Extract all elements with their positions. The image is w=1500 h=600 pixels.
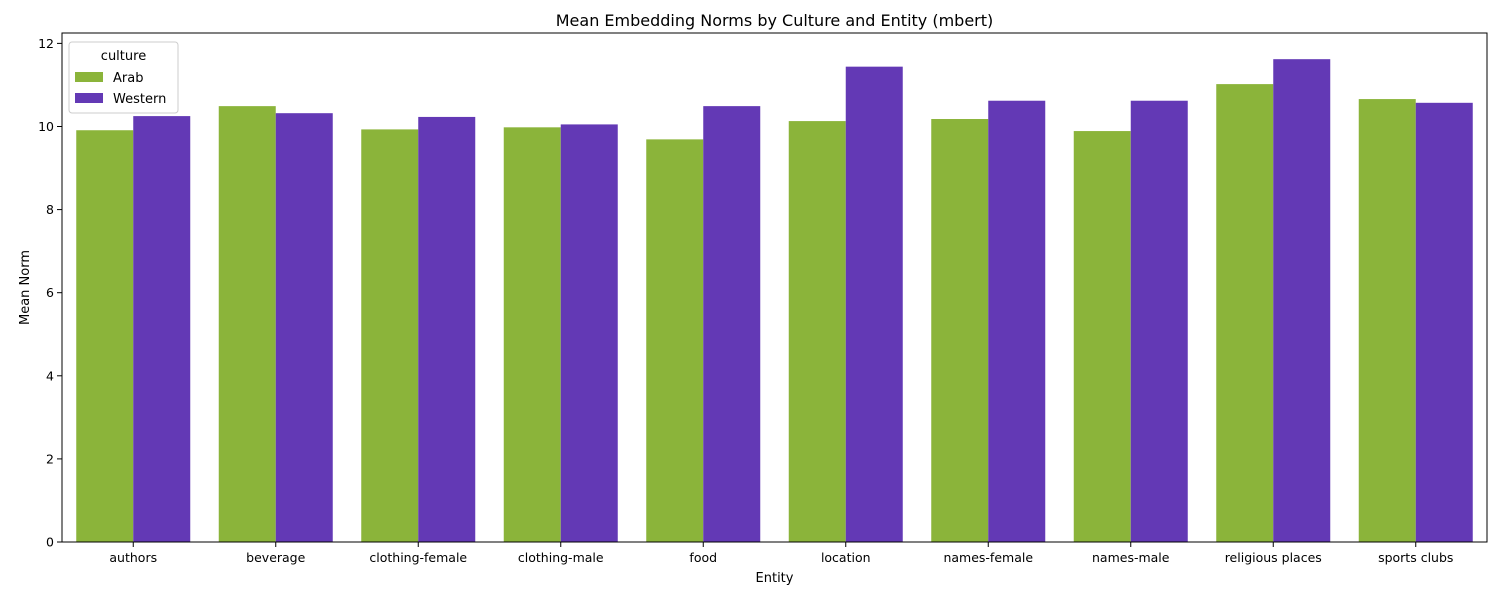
bar-western-authors	[133, 116, 191, 542]
chart-title: Mean Embedding Norms by Culture and Enti…	[556, 11, 994, 30]
y-tick-label: 12	[38, 36, 54, 51]
legend-swatch-western	[75, 93, 103, 103]
bar-western-location	[845, 66, 903, 542]
bar-arab-sports-clubs	[1358, 99, 1416, 542]
bar-western-clothing-male	[560, 124, 618, 542]
legend-title: culture	[101, 49, 146, 64]
plot-frame	[61, 32, 1488, 543]
legend-label-western: Western	[113, 92, 166, 107]
plot-area: 0 2 4 6 8 10 12 authors beverage clothing-female c…	[38, 32, 1488, 565]
bar-arab-clothing-female	[361, 129, 419, 542]
bar-western-sports-clubs	[1415, 102, 1473, 542]
x-tick-label: food	[689, 550, 717, 565]
x-tick-label: religious places	[1225, 550, 1322, 565]
x-tick-label: sports clubs	[1378, 550, 1453, 565]
x-tick-label: names-male	[1092, 550, 1170, 565]
bar-western-religious-places	[1273, 59, 1331, 543]
legend-swatch-arab	[75, 72, 103, 82]
y-axis-label: Mean Norm	[18, 250, 33, 325]
bar-arab-location	[788, 121, 846, 542]
y-tick-label: 10	[38, 119, 54, 134]
bar-arab-clothing-male	[503, 127, 561, 542]
x-axis-label: Entity	[756, 571, 794, 586]
y-tick-label: 6	[46, 285, 54, 300]
bar-western-names-female	[988, 100, 1046, 542]
x-tick-label: clothing-female	[369, 550, 467, 565]
bar-western-names-male	[1130, 100, 1188, 542]
bar-arab-beverage	[218, 106, 276, 542]
bar-western-beverage	[275, 113, 333, 542]
bar-arab-names-male	[1073, 131, 1131, 542]
y-tick-label: 8	[46, 202, 54, 217]
bar-arab-religious-places	[1216, 84, 1274, 543]
legend-label-arab: Arab	[113, 71, 143, 86]
x-tick-label: names-female	[943, 550, 1033, 565]
y-tick-label: 0	[46, 535, 54, 550]
x-tick-label: authors	[109, 550, 157, 565]
x-tick-label: beverage	[246, 550, 305, 565]
x-tick-label: location	[821, 550, 871, 565]
y-tick-label: 2	[46, 451, 54, 466]
bar-arab-names-female	[931, 119, 989, 542]
bar-arab-authors	[76, 130, 134, 543]
bar-arab-food	[646, 139, 704, 542]
bar-western-clothing-female	[418, 116, 476, 543]
y-tick-label: 4	[46, 368, 54, 383]
x-tick-label: clothing-male	[518, 550, 604, 565]
legend: culture Arab Western	[68, 41, 179, 114]
bar-western-food	[703, 106, 761, 542]
